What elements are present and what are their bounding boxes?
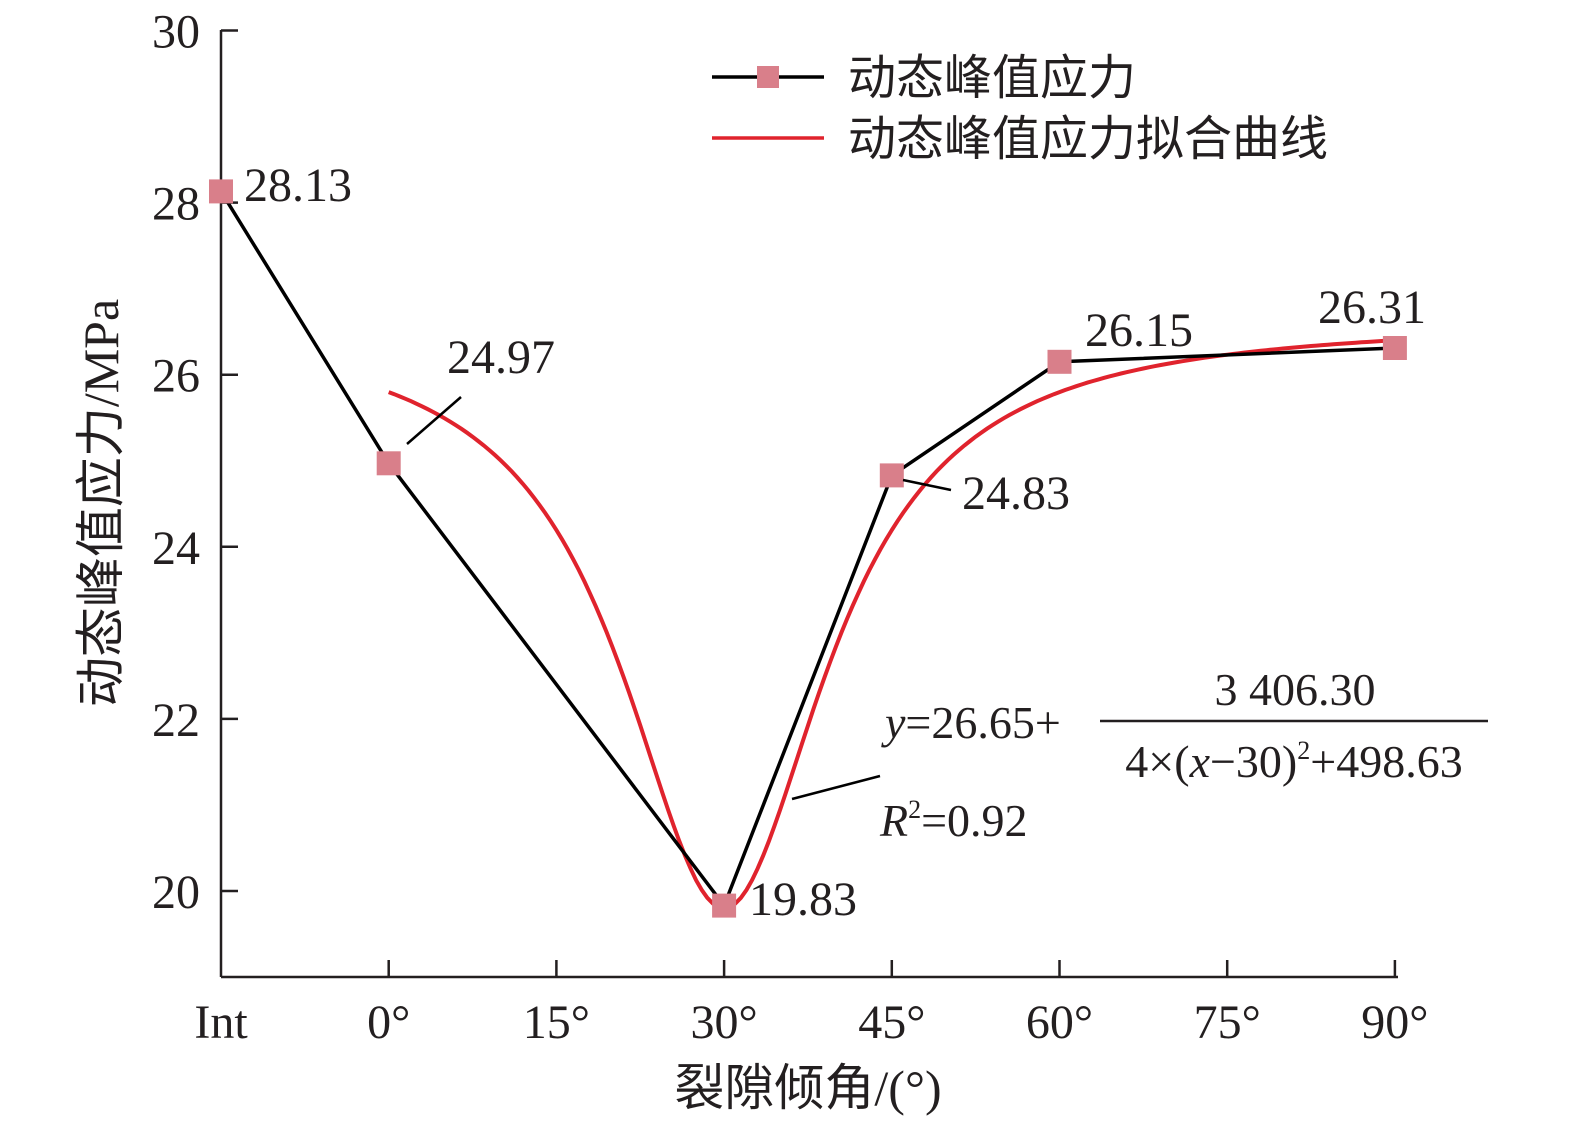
data-label-90deg: 26.31 bbox=[1318, 281, 1426, 334]
x-tick-label: 90° bbox=[1361, 996, 1428, 1049]
data-point-60° bbox=[1047, 349, 1072, 374]
measured-line bbox=[219, 190, 1395, 908]
leader-line-0deg bbox=[406, 396, 462, 445]
y-tick-label: 28 bbox=[152, 178, 200, 231]
y-tick-label: 20 bbox=[152, 866, 200, 919]
x-tick-label: Int bbox=[194, 996, 248, 1049]
data-point-30° bbox=[712, 893, 737, 918]
data-label-60deg: 26.15 bbox=[1085, 304, 1193, 357]
data-point-0° bbox=[376, 451, 401, 476]
data-label-45deg: 24.83 bbox=[962, 467, 1070, 520]
equation-lhs: y=26.65+ bbox=[881, 697, 1061, 748]
r-squared: R2=0.92 bbox=[879, 795, 1028, 846]
legend: 动态峰值应力 动态峰值应力拟合曲线 bbox=[712, 52, 1328, 166]
x-axis-label: 裂隙倾角/(°) bbox=[674, 1060, 941, 1116]
leader-line-45deg bbox=[902, 478, 952, 492]
x-tick-label: 15° bbox=[523, 996, 590, 1049]
x-tick-label: 60° bbox=[1026, 996, 1093, 1049]
legend-label-measured: 动态峰值应力 bbox=[848, 52, 1136, 105]
y-tick-label: 26 bbox=[152, 350, 200, 403]
marker-layer bbox=[209, 179, 1407, 918]
data-point-45° bbox=[879, 463, 904, 488]
series-layer bbox=[219, 190, 1396, 911]
data-label-int: 28.13 bbox=[244, 159, 352, 212]
data-label-30deg: 19.83 bbox=[749, 873, 857, 926]
y-tick-label: 24 bbox=[152, 522, 200, 575]
x-tick-label: 30° bbox=[690, 996, 757, 1049]
x-ticks: Int 0° 15° 30° 45° 60° 75° 90° bbox=[194, 960, 1429, 1049]
data-label-0deg: 24.97 bbox=[447, 331, 555, 384]
y-tick-label: 22 bbox=[152, 694, 200, 747]
x-tick-label: 45° bbox=[858, 996, 925, 1049]
legend-marker-measured bbox=[757, 66, 779, 88]
legend-label-fit: 动态峰值应力拟合曲线 bbox=[848, 113, 1328, 166]
data-point-90° bbox=[1382, 336, 1407, 360]
data-point-Int bbox=[209, 179, 233, 204]
x-tick-label: 0° bbox=[367, 996, 410, 1049]
y-axis-label: 动态峰值应力/MPa bbox=[73, 299, 129, 707]
equation-denominator: 4×(x−30)2+498.63 bbox=[1125, 736, 1462, 787]
equation-numerator: 3 406.30 bbox=[1215, 664, 1376, 715]
fit-equation: y=26.65+ 3 406.30 4×(x−30)2+498.63 R2=0.… bbox=[879, 664, 1488, 846]
leader-line-equation bbox=[791, 774, 881, 801]
y-ticks: 20 22 24 26 28 30 bbox=[152, 6, 238, 919]
x-tick-label: 75° bbox=[1194, 996, 1261, 1049]
y-tick-label: 30 bbox=[152, 6, 200, 59]
